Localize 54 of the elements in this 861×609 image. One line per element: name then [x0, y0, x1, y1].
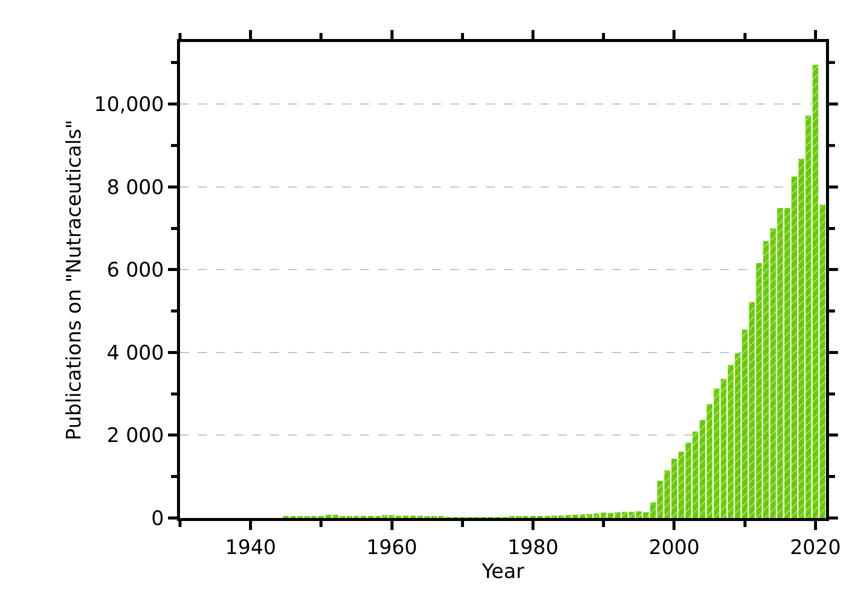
y-tick-label: 0 — [151, 506, 164, 530]
x-tick-label: 2020 — [790, 535, 841, 559]
bar — [664, 470, 670, 518]
x-axis-title: Year — [480, 559, 525, 583]
bar — [600, 512, 606, 518]
bar — [678, 452, 684, 518]
bar — [798, 158, 804, 518]
bar — [594, 513, 600, 518]
bar — [572, 514, 578, 518]
bar — [720, 378, 726, 518]
bar — [643, 512, 649, 518]
x-tick-label: 1940 — [225, 535, 276, 559]
bar — [770, 228, 776, 518]
bar — [749, 302, 755, 518]
bar — [706, 404, 712, 518]
bar — [777, 208, 783, 518]
x-tick-label: 2000 — [648, 535, 700, 559]
bar — [586, 514, 592, 518]
bar — [657, 480, 663, 518]
bar — [686, 442, 692, 518]
bar — [714, 388, 720, 518]
bar — [820, 204, 826, 518]
bar — [650, 502, 656, 518]
bar — [728, 364, 734, 518]
y-tick-label: 2 000 — [106, 423, 164, 448]
bar — [580, 514, 586, 518]
bar — [700, 420, 706, 518]
y-tick-label: 6 000 — [106, 258, 164, 282]
bar — [608, 513, 614, 518]
bar — [614, 512, 621, 518]
bar — [692, 431, 698, 518]
bar — [763, 241, 769, 518]
y-tick-label: 4 000 — [106, 340, 164, 364]
y-tick-label: 8 000 — [106, 174, 164, 199]
bar — [325, 514, 332, 518]
bar — [629, 512, 635, 518]
y-axis-title: Publications on "Nutraceuticals" — [62, 120, 86, 440]
bar — [636, 511, 642, 518]
x-tick-label: 1960 — [366, 535, 418, 559]
bar — [756, 263, 762, 518]
bar — [565, 515, 572, 518]
bar — [806, 116, 812, 518]
bar — [742, 330, 748, 518]
bar — [382, 515, 388, 518]
x-tick-label: 1980 — [508, 535, 558, 559]
bar — [734, 353, 741, 518]
bar — [332, 514, 338, 518]
bar — [388, 515, 395, 518]
bar — [784, 208, 790, 518]
y-tick-label: 10,000 — [94, 92, 164, 116]
bar — [791, 176, 798, 518]
bar — [622, 512, 628, 518]
bar — [671, 458, 678, 518]
bar — [812, 64, 818, 518]
